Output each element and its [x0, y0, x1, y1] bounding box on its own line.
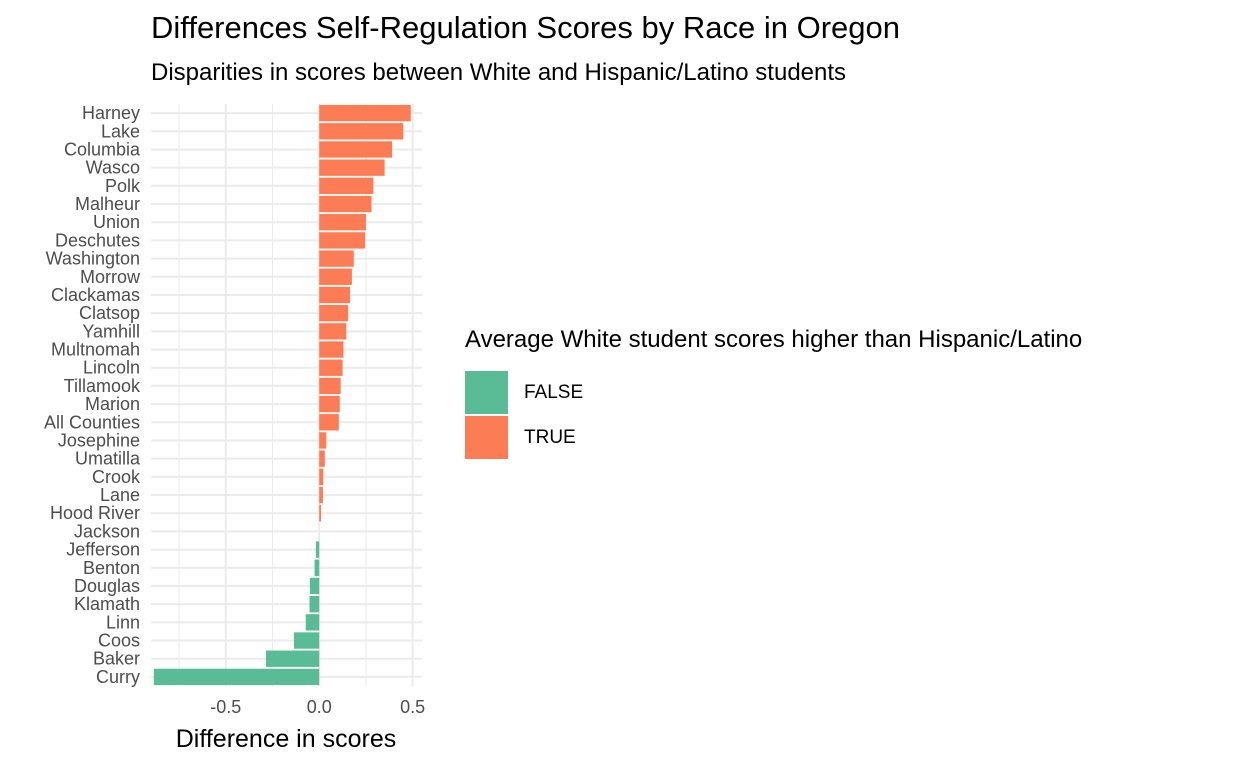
y-tick-label-washington: Washington	[46, 249, 140, 269]
legend-item-false: FALSE	[465, 370, 1082, 415]
y-tick-label-lane: Lane	[100, 485, 140, 505]
y-tick-label-jackson: Jackson	[74, 521, 140, 541]
bar-lane	[319, 486, 323, 504]
legend: Average White student scores higher than…	[465, 326, 1082, 460]
bar-lincoln	[319, 359, 343, 376]
x-tick-labels: -0.5 0.0 0.5	[210, 697, 425, 717]
y-tick-label-marion: Marion	[85, 394, 140, 414]
bar-clackamas	[319, 286, 351, 304]
bar-harney	[319, 104, 411, 122]
y-tick-label-polk: Polk	[105, 176, 141, 196]
legend-swatch-false	[465, 371, 508, 414]
y-tick-label-yamhill: Yamhill	[82, 321, 140, 341]
bar-clatsop	[319, 304, 349, 322]
bar-josephine	[319, 432, 327, 449]
bar-douglas	[309, 577, 320, 595]
y-tick-label-curry: Curry	[96, 667, 140, 687]
bar-union	[319, 214, 366, 231]
y-tick-label-jefferson: Jefferson	[66, 540, 140, 560]
grid-lines	[151, 104, 422, 686]
x-tick-label-2: 0.5	[400, 697, 425, 717]
bar-hood-river	[319, 505, 322, 522]
bar-yamhill	[319, 323, 347, 340]
y-tick-label-malheur: Malheur	[75, 194, 140, 214]
y-tick-labels: HarneyLakeColumbiaWascoPolkMalheurUnionD…	[44, 103, 141, 687]
y-tick-label-morrow: Morrow	[80, 267, 141, 287]
y-tick-label-clackamas: Clackamas	[51, 285, 140, 305]
legend-item-true: TRUE	[465, 415, 1082, 460]
bar-wasco	[319, 159, 385, 176]
bar-tillamook	[319, 377, 341, 395]
y-tick-label-lake: Lake	[101, 121, 140, 141]
bar-multnomah	[319, 341, 344, 358]
chart-subtitle: Disparities in scores between White and …	[151, 59, 847, 86]
y-tick-label-coos: Coos	[98, 631, 140, 651]
y-tick-label-lincoln: Lincoln	[83, 358, 140, 378]
y-tick-label-baker: Baker	[93, 649, 140, 669]
bar-lake	[319, 123, 404, 140]
bar-marion	[319, 395, 340, 413]
bar-umatilla	[319, 450, 325, 467]
y-tick-label-josephine: Josephine	[58, 430, 140, 450]
bar-columbia	[319, 141, 393, 158]
bar-benton	[314, 559, 320, 576]
bar-klamath	[309, 595, 320, 613]
y-tick-label-klamath: Klamath	[74, 594, 140, 614]
legend-label-false: FALSE	[524, 381, 584, 403]
bar-washington	[319, 250, 354, 267]
bar-crook	[319, 468, 324, 486]
y-tick-label-clatsop: Clatsop	[79, 303, 140, 323]
chart-title: Differences Self-Regulation Scores by Ra…	[151, 10, 900, 45]
legend-title: Average White student scores higher than…	[465, 326, 1083, 353]
bar-deschutes	[319, 232, 365, 249]
y-tick-label-columbia: Columbia	[64, 139, 141, 159]
y-tick-label-hood-river: Hood River	[50, 503, 140, 523]
y-tick-label-all-counties: All Counties	[44, 412, 140, 432]
x-tick-label-1: 0.0	[307, 697, 332, 717]
bar-malheur	[319, 195, 372, 213]
bar-baker	[265, 650, 320, 667]
bars	[153, 104, 411, 686]
legend-swatch-true	[465, 416, 508, 459]
y-tick-label-multnomah: Multnomah	[51, 340, 140, 360]
bar-morrow	[319, 268, 352, 285]
y-tick-label-umatilla: Umatilla	[75, 449, 141, 469]
y-tick-label-deschutes: Deschutes	[55, 230, 140, 250]
legend-label-true: TRUE	[524, 426, 576, 448]
y-tick-label-harney: Harney	[82, 103, 140, 123]
bar-linn	[305, 614, 320, 631]
y-tick-label-douglas: Douglas	[74, 576, 140, 596]
y-tick-label-tillamook: Tillamook	[64, 376, 141, 396]
x-tick-label-0: -0.5	[210, 697, 241, 717]
bar-jefferson	[315, 541, 320, 558]
bar-coos	[293, 632, 320, 649]
bar-all-counties	[319, 414, 339, 431]
y-tick-label-union: Union	[93, 212, 140, 232]
x-axis-title: Difference in scores	[176, 725, 396, 753]
bar-polk	[319, 177, 374, 195]
y-tick-label-benton: Benton	[83, 558, 140, 578]
y-tick-label-linn: Linn	[106, 612, 140, 632]
bar-curry	[153, 668, 320, 686]
y-tick-label-wasco: Wasco	[86, 158, 140, 178]
y-tick-label-crook: Crook	[92, 467, 141, 487]
